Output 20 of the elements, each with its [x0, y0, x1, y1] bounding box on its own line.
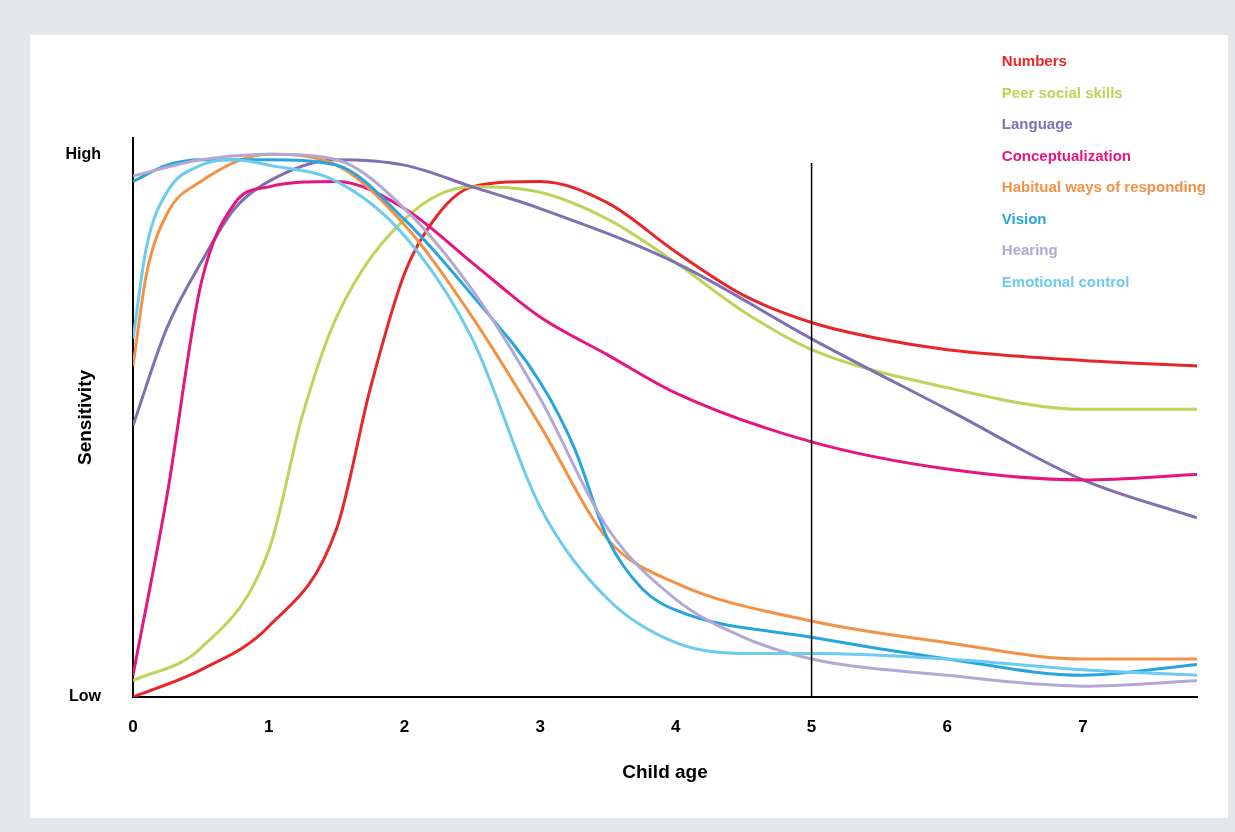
text: Habitual ways of responding: [1001, 177, 1206, 197]
text: High: [65, 144, 101, 162]
x-tick-label: 7: [1078, 716, 1088, 736]
x-axis-title: Child age: [622, 760, 708, 782]
text: Vision: [1001, 208, 1048, 229]
text: Conceptualization: [1001, 145, 1132, 166]
x-tick-label: 2: [399, 716, 410, 736]
x-tick-label: 3: [535, 716, 545, 736]
x-tick-label: 5: [806, 716, 817, 736]
text: Numbers: [1001, 51, 1068, 71]
text: Peer social skills: [1001, 82, 1124, 103]
text: Emotional control: [1001, 271, 1131, 292]
x-tick-label: 4: [671, 716, 682, 736]
text: Language: [1001, 114, 1074, 134]
text: Hearing: [1001, 240, 1059, 260]
y-axis-title: Sensitivity: [73, 369, 95, 466]
x-tick-label: 0: [128, 716, 138, 736]
x-tick-label: 6: [942, 716, 953, 736]
text: Low: [69, 687, 102, 705]
x-tick-label: 1: [263, 716, 274, 736]
